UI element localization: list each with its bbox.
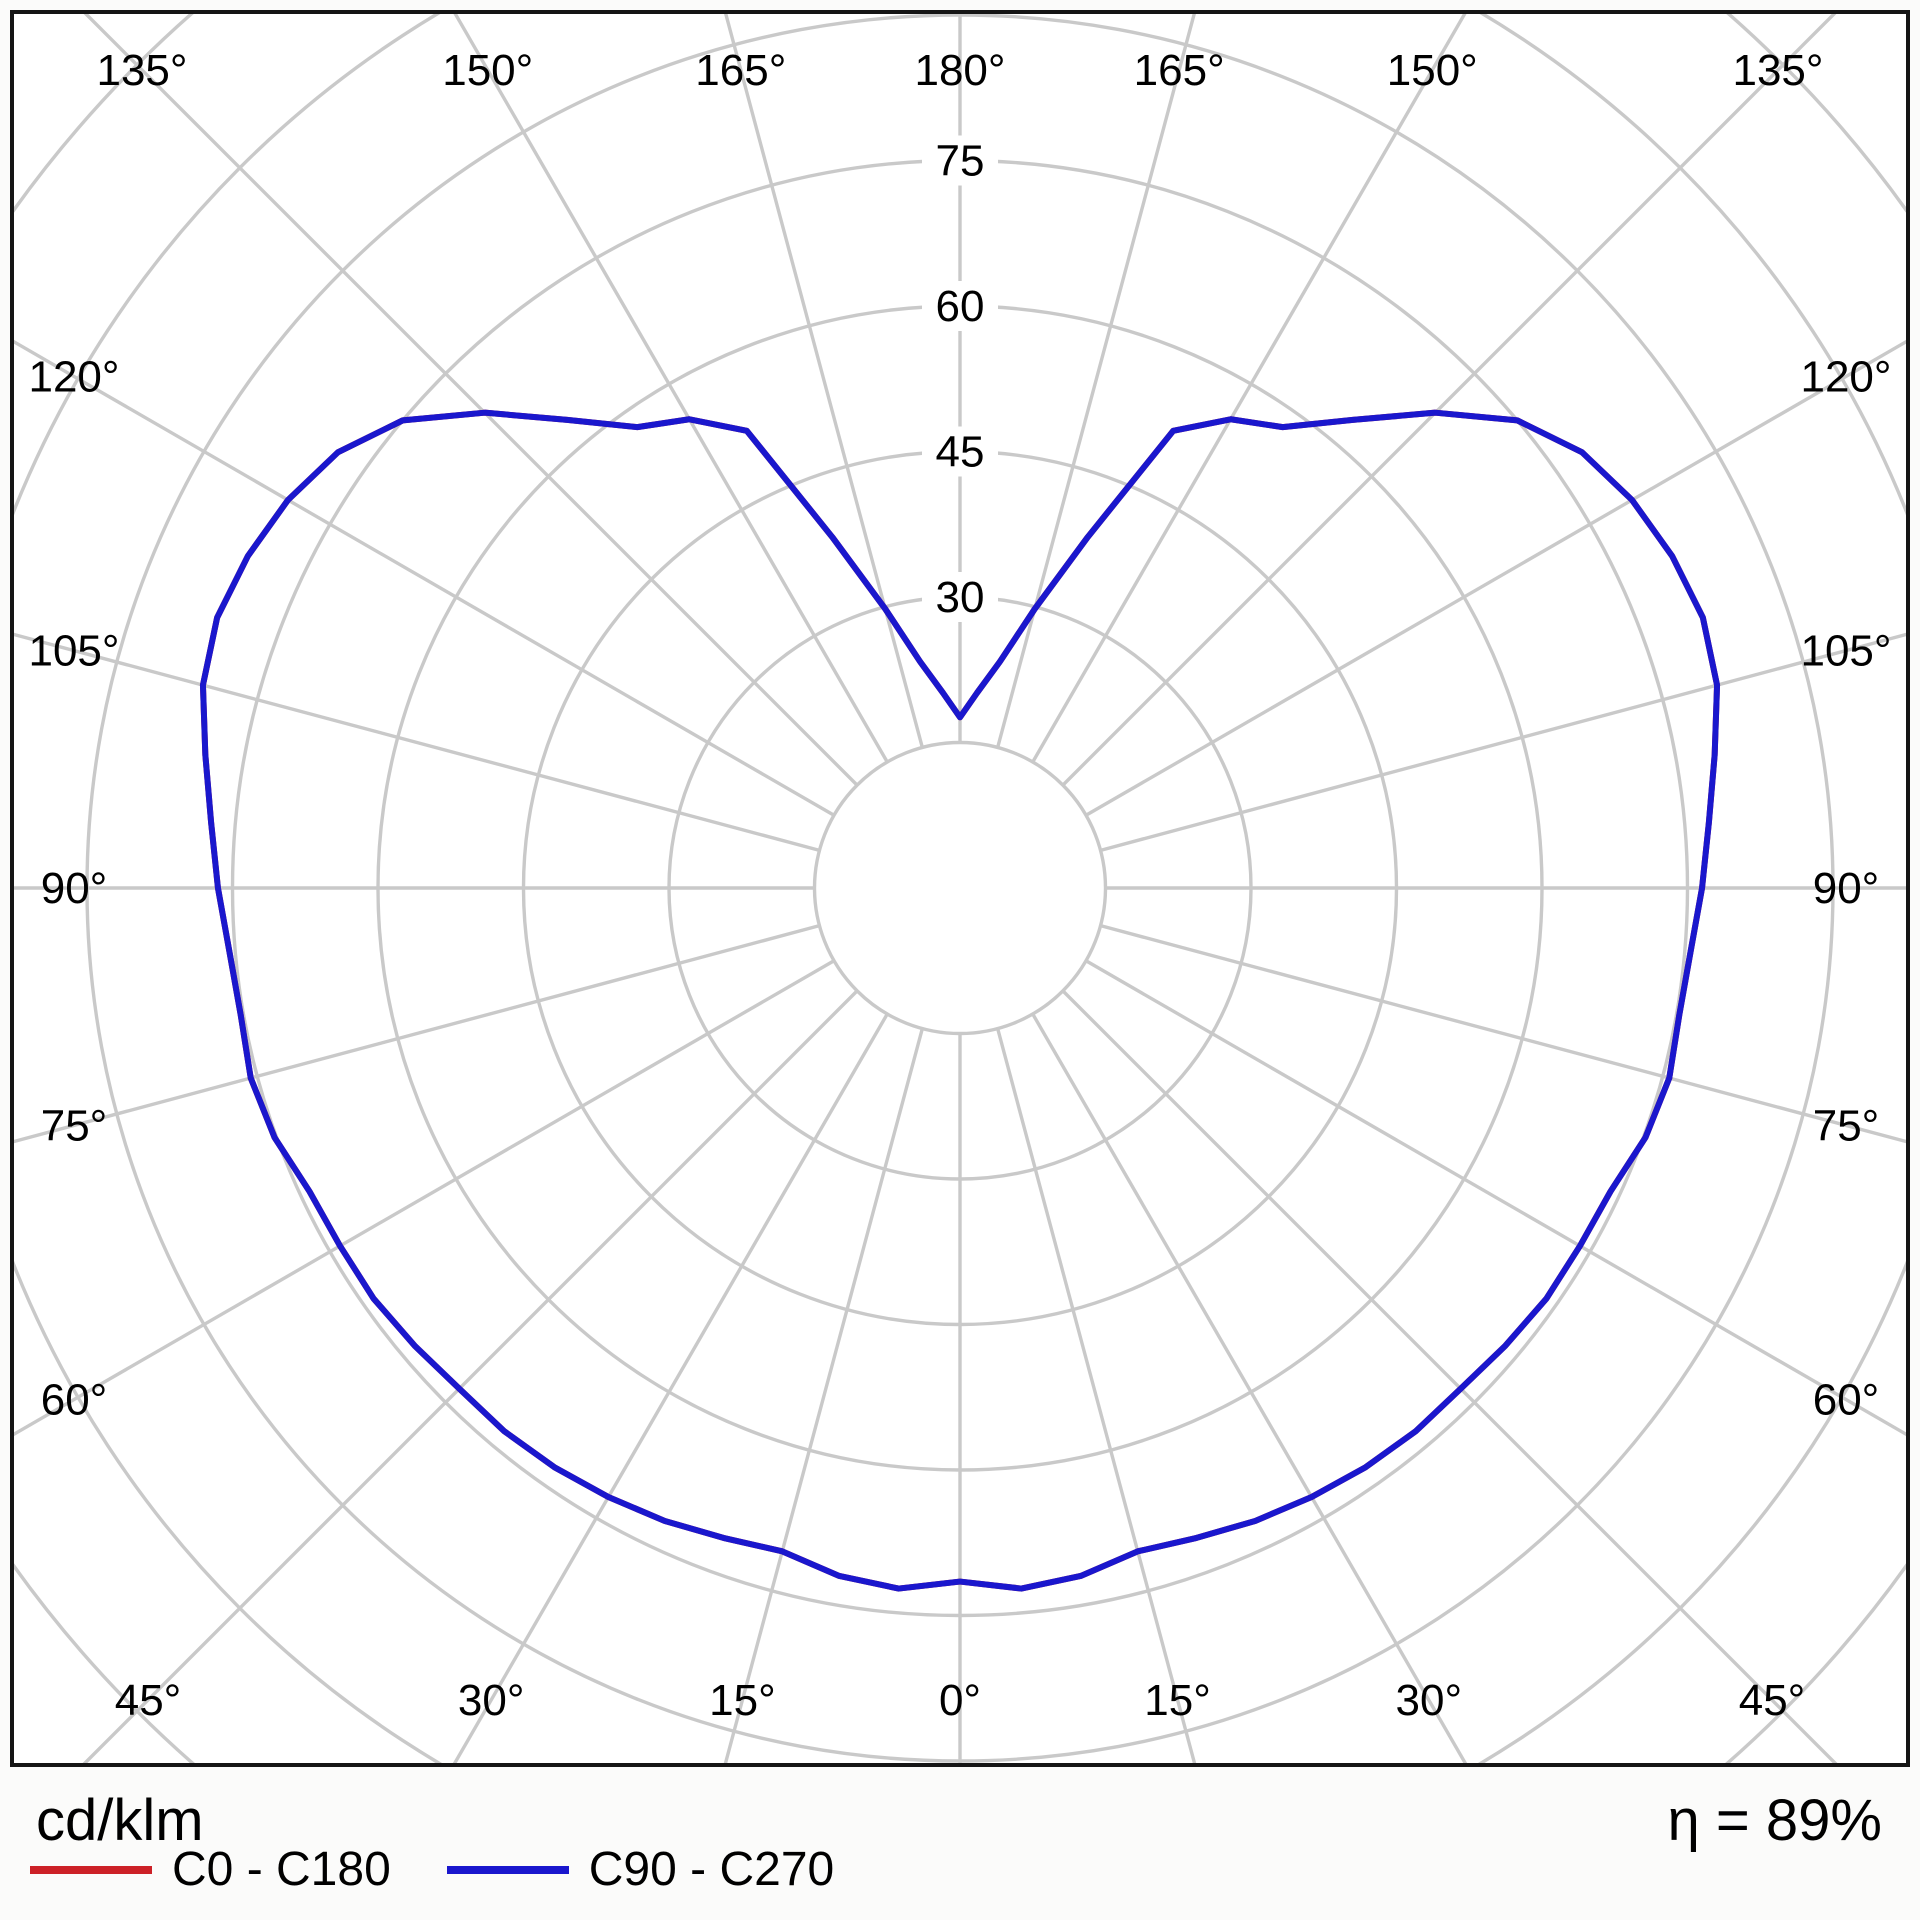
svg-text:0°: 0° (939, 1676, 981, 1725)
svg-text:90°: 90° (41, 864, 108, 913)
svg-text:150°: 150° (442, 46, 533, 95)
angle-labels: 0° 15° 15° 30° 30° 45° 45° 60° 60° 75° 75° 90° 90° 10… (28, 46, 1891, 1725)
svg-text:15°: 15° (1144, 1676, 1211, 1725)
svg-text:45°: 45° (1739, 1676, 1806, 1725)
curve-c90-c270 (199, 409, 1721, 1592)
c90-c270-line-swatch (446, 1866, 569, 1874)
legend-item-c90-c270: C90 - C270 (446, 1843, 835, 1896)
svg-text:120°: 120° (28, 352, 119, 401)
svg-text:165°: 165° (1134, 46, 1225, 95)
svg-text:165°: 165° (695, 46, 786, 95)
legend-label-c90-c270: C90 - C270 (588, 1843, 835, 1896)
svg-text:120°: 120° (1800, 352, 1891, 401)
legend-label-c0-c180: C0 - C180 (172, 1843, 391, 1896)
svg-text:30°: 30° (1396, 1676, 1463, 1725)
ring-labels: 30 45 60 75 (922, 135, 998, 622)
svg-text:75°: 75° (41, 1101, 108, 1150)
svg-text:180°: 180° (914, 46, 1005, 95)
svg-text:105°: 105° (28, 627, 119, 676)
svg-text:30°: 30° (458, 1676, 525, 1725)
svg-text:45°: 45° (115, 1676, 182, 1725)
svg-text:60°: 60° (1813, 1376, 1880, 1425)
svg-text:90°: 90° (1813, 864, 1880, 913)
svg-text:45: 45 (936, 428, 985, 477)
legend: C0 - C180 C90 - C270 (30, 1842, 834, 1898)
unit-label: cd/klm (36, 1788, 204, 1853)
svg-text:60°: 60° (41, 1376, 108, 1425)
c0-c180-line-swatch (30, 1866, 152, 1874)
svg-text:60: 60 (936, 282, 985, 331)
svg-text:75°: 75° (1813, 1101, 1880, 1150)
svg-text:75: 75 (936, 137, 985, 186)
svg-text:30: 30 (936, 573, 985, 622)
legend-item-c0-c180: C0 - C180 (30, 1846, 391, 1894)
svg-text:150°: 150° (1387, 46, 1478, 95)
svg-text:105°: 105° (1800, 627, 1891, 676)
efficiency-label: η = 89% (1667, 1788, 1882, 1853)
svg-text:135°: 135° (1732, 46, 1823, 95)
svg-text:135°: 135° (96, 46, 187, 95)
svg-text:15°: 15° (709, 1676, 776, 1725)
